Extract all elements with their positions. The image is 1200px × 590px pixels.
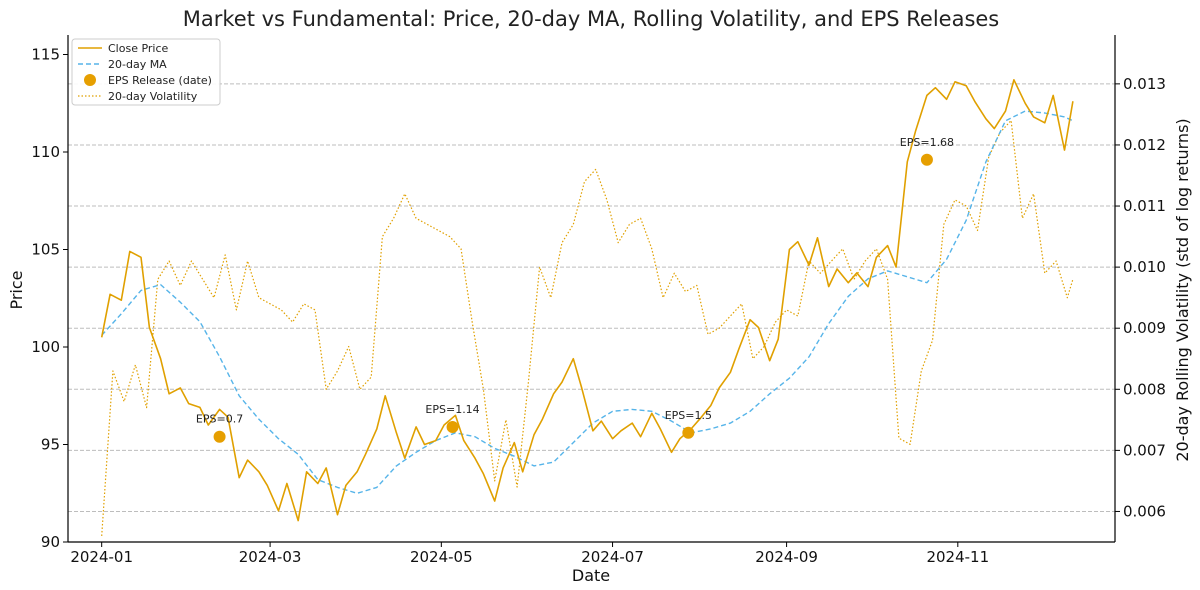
eps-label-2: EPS=1.5 <box>665 409 712 422</box>
eps-markers-layer: EPS=0.7 EPS=1.14 EPS=1.5 EPS=1.68 <box>196 136 954 443</box>
price-layer <box>100 79 1074 522</box>
x-tick-label-4: 2024-09 <box>755 548 818 566</box>
right-y-axis-label: 20-day Rolling Volatility (std of log re… <box>1173 118 1192 461</box>
y-axis-label: Price <box>7 270 26 309</box>
x-tick-label-5: 2024-11 <box>926 548 989 566</box>
x-axis-label: Date <box>572 566 610 585</box>
right-y-tick-label-7: 0.013 <box>1123 75 1166 93</box>
x-tick-label-1: 2024-03 <box>239 548 302 566</box>
legend-swatch-2 <box>84 74 96 86</box>
x-tick-label-2: 2024-05 <box>410 548 473 566</box>
grid-lines <box>68 83 1115 512</box>
right-y-tick-label-4: 0.010 <box>1123 258 1166 276</box>
y-tick-label-0: 90 <box>41 533 60 551</box>
right-y-tick-label-5: 0.011 <box>1123 197 1166 215</box>
x-tick-label-0: 2024-01 <box>70 548 133 566</box>
moving-average-layer <box>101 110 1074 494</box>
eps-label-3: EPS=1.68 <box>900 136 954 149</box>
eps-label-0: EPS=0.7 <box>196 413 243 426</box>
legend-label-1: 20-day MA <box>108 58 167 71</box>
x-tick-label-3: 2024-07 <box>581 548 644 566</box>
eps-marker-0 <box>213 430 226 443</box>
y-tick-label-4: 110 <box>31 143 60 161</box>
y-tick-label-3: 105 <box>31 241 60 259</box>
right-y-tick-label-1: 0.007 <box>1123 441 1166 459</box>
series-line-0 <box>100 79 1074 522</box>
legend-box <box>71 38 221 106</box>
y-tick-label-5: 115 <box>31 46 60 64</box>
right-y-tick-label-0: 0.006 <box>1123 502 1166 520</box>
y-tick-label-1: 95 <box>41 436 60 454</box>
chart-title: Market vs Fundamental: Price, 20-day MA,… <box>183 7 1000 31</box>
legend-label-0: Close Price <box>108 42 169 55</box>
eps-marker-2 <box>682 426 695 439</box>
series-line-1 <box>101 110 1074 494</box>
legend-label-2: EPS Release (date) <box>108 74 212 87</box>
right-y-tick-label-3: 0.009 <box>1123 319 1166 337</box>
eps-label-1: EPS=1.14 <box>425 403 479 416</box>
eps-marker-3 <box>920 153 933 166</box>
legend: Close Price 20-day MA EPS Release (date) 20… <box>71 38 221 106</box>
right-y-tick-label-6: 0.012 <box>1123 136 1166 154</box>
eps-marker-1 <box>446 420 459 433</box>
right-y-tick-label-2: 0.008 <box>1123 380 1166 398</box>
axes: 90 95 100 105 110 115 0.006 0.007 0.008 0.009 0.01… <box>31 35 1166 566</box>
legend-label-3: 20-day Volatility <box>108 90 198 103</box>
y-tick-label-2: 100 <box>31 338 60 356</box>
